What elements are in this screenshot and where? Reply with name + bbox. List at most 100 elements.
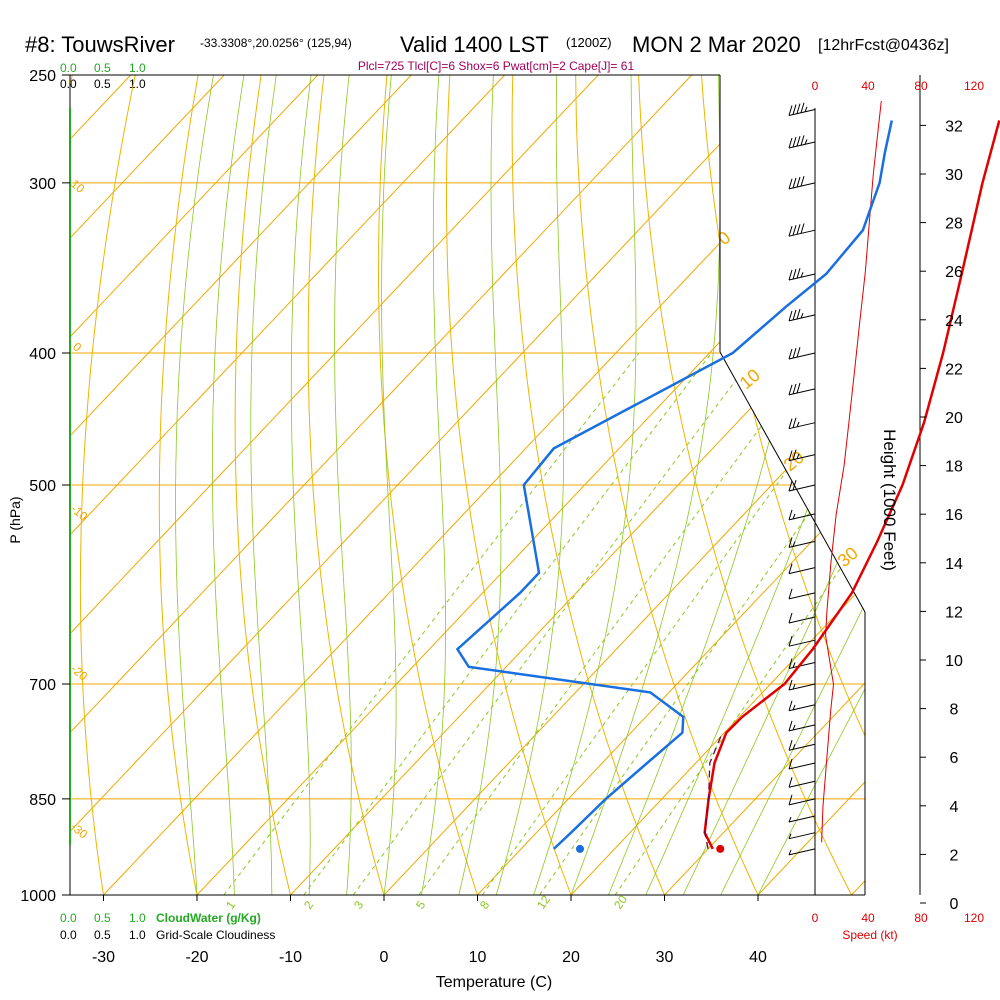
- mixing-ratio-label: 2: [301, 898, 316, 912]
- barb-flag: [792, 309, 797, 321]
- station-coords: -33.3308°,20.0256° (125,94): [200, 36, 352, 50]
- dry-adiabat-100: [953, 75, 1000, 895]
- wind-barb: [788, 588, 816, 600]
- x-axis-label: Temperature (C): [436, 974, 552, 991]
- dry-adiabat-90: [890, 75, 1000, 895]
- barb-shaft: [788, 683, 816, 691]
- isotherm-label: -10: [68, 502, 91, 524]
- barb-flag: [788, 418, 793, 429]
- wind-barb: [788, 308, 816, 322]
- x-tick-label: 10: [469, 949, 487, 966]
- wind-barb: [788, 102, 816, 116]
- isotherm--60: [70, 75, 599, 895]
- cloudiness-bottom-2: 1.0: [129, 928, 146, 942]
- wind-barb: [788, 720, 816, 732]
- cloud-bottom-0: 0.0: [60, 911, 77, 925]
- isotherm-40: [757, 75, 865, 895]
- isobar-lines: [70, 74, 865, 896]
- cloudiness-scale-top: 0.0 0.5 1.0: [60, 77, 146, 91]
- moist-adiabat-36: [720, 75, 865, 895]
- height-tick-label: 16: [945, 507, 963, 524]
- dry-adiabat-10: [377, 75, 478, 895]
- cloudiness-bottom-1: 0.5: [94, 928, 111, 942]
- barb-flag: [788, 178, 793, 189]
- barb-flag: [788, 777, 793, 788]
- moist-adiabat-0: [381, 75, 397, 895]
- dry-adiabat--50: [0, 75, 9, 895]
- wind-barb: [788, 777, 816, 788]
- moist-adiabat--4: [334, 75, 352, 895]
- mixing-ratio-label: 5: [413, 898, 428, 912]
- barb-flag: [792, 479, 797, 491]
- dry-adiabat--20: [158, 75, 199, 895]
- barb-shaft: [788, 484, 816, 492]
- height-tick-label: 4: [950, 799, 959, 816]
- sounding-params: Plcl=725 Tlcl[C]=6 Shox=6 Pwat[cm]=2 Cap…: [358, 59, 635, 73]
- wind-speed-profile: [821, 101, 882, 843]
- barb-half-flag: [804, 106, 808, 113]
- moist-adiabat--8: [290, 75, 312, 895]
- barb-half-flag: [800, 272, 804, 278]
- dry-adiabat-label: 10: [736, 365, 764, 393]
- barb-shaft: [788, 815, 816, 823]
- p-tick-label: 400: [29, 346, 56, 363]
- barb-flag: [796, 268, 801, 279]
- barb-shaft: [788, 422, 816, 430]
- barb-flag: [796, 103, 801, 114]
- wind-panel: [788, 75, 921, 895]
- cloudiness-top-1: 0.5: [94, 77, 111, 91]
- dry-adiabat-80: [826, 75, 865, 895]
- x-tick-label: 20: [562, 949, 580, 966]
- wind-barb: [788, 563, 816, 575]
- dry-adiabat-label: 30: [834, 543, 862, 571]
- height-tick-label: 8: [950, 702, 959, 719]
- height-tick-label: 0: [950, 896, 959, 913]
- height-tick-label: 10: [945, 653, 963, 670]
- isotherm--50: [70, 75, 693, 895]
- barb-shaft: [788, 513, 816, 521]
- barb-shaft: [788, 848, 816, 856]
- mixing-ratio-2: [303, 352, 712, 895]
- barb-flag: [788, 612, 793, 624]
- barb-shaft: [788, 639, 816, 647]
- wind-barb: [788, 794, 816, 806]
- barb-flag: [788, 480, 793, 492]
- height-tick-label: 30: [945, 167, 963, 184]
- wind-barb: [788, 176, 816, 190]
- cloud-top-0: 0.0: [60, 61, 77, 75]
- height-tick-label: 12: [945, 604, 963, 621]
- cloudiness-bottom-0: 0.0: [60, 928, 77, 942]
- barb-half-flag: [792, 683, 796, 690]
- height-tick-label: 26: [945, 264, 963, 281]
- barb-half-flag: [792, 724, 796, 731]
- wind-barb: [788, 815, 816, 823]
- barb-shaft: [788, 762, 816, 770]
- wind-barb: [788, 832, 816, 840]
- wind-barb: [788, 848, 816, 856]
- cloudwater-scale-bottom: 0.0 0.5 1.0 CloudWater (g/Kg): [60, 911, 261, 925]
- speed-tick-label-bottom: 0: [812, 911, 819, 925]
- moist-adiabat-28: [645, 75, 865, 895]
- surface-temperature-dot: [716, 844, 725, 853]
- isotherm--30: [103, 75, 865, 895]
- barb-flag: [788, 226, 793, 237]
- barb-flag: [788, 740, 793, 751]
- x-tick-label: -20: [185, 949, 208, 966]
- barb-flag: [800, 102, 805, 113]
- barb-half-flag: [800, 312, 804, 319]
- mixing-ratio-label: 1: [223, 898, 238, 912]
- barb-shaft: [788, 704, 816, 712]
- height-tick-label: 28: [945, 216, 963, 233]
- barb-shaft: [788, 540, 816, 548]
- dry-adiabat-20: [446, 75, 572, 895]
- cloudiness-scale-bottom: 0.0 0.5 1.0 Grid-Scale Cloudiness: [60, 928, 275, 942]
- barb-flag: [788, 450, 793, 461]
- moist-adiabat-40: [757, 75, 865, 895]
- height-tick-label: 14: [945, 556, 963, 573]
- x-tick-label: 30: [656, 949, 674, 966]
- barb-flag: [792, 383, 797, 395]
- isotherm-30: [664, 75, 865, 895]
- height-tick-label: 32: [945, 118, 963, 135]
- mixing-ratio-5: [418, 352, 817, 895]
